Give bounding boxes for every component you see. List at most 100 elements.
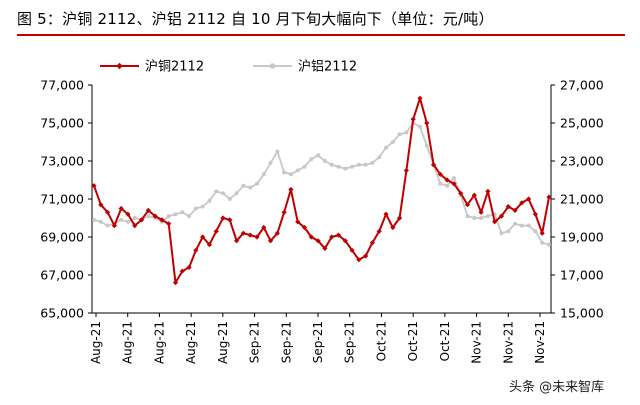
aluminium-data-point bbox=[363, 162, 368, 167]
aluminium-data-point bbox=[343, 166, 348, 171]
x-axis-tick-label: Aug-21 bbox=[184, 321, 198, 364]
x-axis-tick-label: Oct-21 bbox=[374, 321, 388, 361]
series-line-copper bbox=[93, 97, 550, 284]
aluminium-data-point bbox=[451, 176, 456, 181]
x-axis-tick-label: Oct-21 bbox=[438, 321, 452, 361]
copper-data-point bbox=[152, 213, 158, 219]
copper-data-point bbox=[329, 234, 335, 240]
left-axis-tick-label: 77,000 bbox=[40, 78, 84, 93]
copper-data-point bbox=[308, 234, 314, 240]
aluminium-data-point bbox=[309, 157, 314, 162]
copper-data-point bbox=[403, 167, 409, 174]
figure-title: 图 5：沪铜 2112、沪铝 2112 自 10 月下旬大幅向下（单位：元/吨） bbox=[17, 10, 494, 28]
title-rule bbox=[17, 34, 625, 36]
copper-data-point bbox=[424, 120, 430, 126]
aluminium-data-point bbox=[214, 189, 219, 194]
aluminium-data-point bbox=[397, 132, 402, 137]
aluminium-data-point bbox=[282, 170, 287, 175]
aluminium-data-point bbox=[547, 242, 551, 247]
copper-data-point bbox=[138, 217, 145, 223]
legend-copper-label: 沪铜2112 bbox=[145, 59, 204, 75]
aluminium-data-point bbox=[92, 217, 96, 222]
x-axis-tick-label: Oct-21 bbox=[406, 321, 420, 361]
x-axis-tick-label: Nov-21 bbox=[533, 321, 547, 364]
copper-data-point bbox=[159, 217, 165, 223]
copper-data-point bbox=[98, 202, 104, 208]
right-axis-tick-label: 25,000 bbox=[560, 116, 604, 131]
aluminium-data-point bbox=[404, 130, 409, 135]
aluminium-data-point bbox=[513, 221, 518, 226]
copper-data-point bbox=[478, 209, 484, 215]
aluminium-data-point bbox=[166, 214, 171, 219]
copper-data-point bbox=[498, 213, 505, 219]
copper-data-point bbox=[417, 95, 423, 101]
copper-data-point bbox=[261, 224, 267, 231]
copper-data-point bbox=[492, 219, 498, 225]
legend-aluminium-marker bbox=[269, 63, 276, 69]
copper-data-point bbox=[322, 245, 328, 251]
copper-data-point bbox=[200, 234, 206, 240]
copper-data-point bbox=[505, 204, 511, 210]
right-axis-tick-label: 15,000 bbox=[560, 306, 604, 321]
copper-data-point bbox=[539, 230, 545, 236]
left-axis-tick-label: 67,000 bbox=[40, 268, 84, 283]
x-axis-tick-label: Nov-21 bbox=[501, 321, 515, 364]
aluminium-data-point bbox=[193, 206, 198, 211]
aluminium-data-point bbox=[268, 160, 273, 165]
aluminium-data-point bbox=[261, 172, 266, 177]
copper-data-point bbox=[485, 188, 491, 194]
aluminium-data-point bbox=[377, 155, 382, 160]
aluminium-data-point bbox=[275, 149, 280, 154]
legend-copper-marker bbox=[116, 62, 123, 70]
aluminium-data-point bbox=[370, 160, 375, 165]
copper-data-point bbox=[526, 196, 532, 202]
aluminium-data-point bbox=[241, 183, 246, 188]
copper-data-point bbox=[145, 207, 151, 213]
copper-data-point bbox=[464, 202, 471, 208]
copper-data-point bbox=[186, 264, 192, 270]
right-axis-tick-label: 23,000 bbox=[560, 154, 604, 169]
aluminium-data-point bbox=[350, 164, 355, 169]
copper-data-point bbox=[234, 238, 240, 244]
copper-data-point bbox=[118, 205, 124, 212]
left-axis-tick-label: 73,000 bbox=[40, 154, 84, 169]
copper-data-point bbox=[383, 211, 389, 217]
x-axis-tick-label: Nov-21 bbox=[470, 321, 484, 364]
right-axis-tick-label: 27,000 bbox=[560, 78, 604, 93]
copper-data-point bbox=[288, 186, 294, 193]
copper-data-point bbox=[430, 162, 437, 168]
x-axis-tick-label: Sep-21 bbox=[248, 321, 262, 363]
aluminium-data-point bbox=[336, 164, 341, 169]
aluminium-data-point bbox=[146, 214, 151, 219]
aluminium-data-point bbox=[187, 214, 192, 219]
copper-data-point bbox=[247, 232, 253, 238]
copper-data-point bbox=[512, 207, 518, 213]
aluminium-data-point bbox=[445, 183, 450, 188]
aluminium-data-point bbox=[316, 153, 321, 158]
watermark: 头条 @未来智库 bbox=[509, 380, 605, 395]
copper-data-point bbox=[451, 181, 457, 187]
left-axis-tick-label: 65,000 bbox=[40, 306, 84, 321]
aluminium-data-point bbox=[248, 185, 253, 190]
aluminium-data-point bbox=[207, 198, 212, 203]
x-axis-tick-label: Aug-21 bbox=[89, 321, 103, 364]
copper-data-point bbox=[193, 247, 199, 253]
copper-data-point bbox=[281, 209, 287, 215]
aluminium-data-point bbox=[356, 162, 361, 167]
copper-data-point bbox=[532, 211, 539, 217]
copper-data-point bbox=[546, 194, 552, 200]
x-axis-tick-label: Sep-21 bbox=[343, 321, 357, 363]
copper-data-point bbox=[390, 224, 396, 231]
right-axis-tick-label: 21,000 bbox=[560, 192, 604, 207]
aluminium-data-point bbox=[227, 197, 232, 201]
copper-data-point bbox=[172, 280, 179, 286]
copper-data-point bbox=[376, 228, 382, 234]
copper-data-point bbox=[227, 217, 233, 223]
right-axis-tick-label: 17,000 bbox=[560, 268, 604, 283]
copper-data-point bbox=[125, 211, 131, 217]
copper-data-point bbox=[410, 116, 416, 122]
aluminium-data-point bbox=[132, 216, 137, 220]
aluminium-data-point bbox=[180, 210, 185, 215]
left-axis-tick-label: 69,000 bbox=[40, 230, 84, 245]
right-axis-tick-label: 19,000 bbox=[560, 230, 604, 245]
